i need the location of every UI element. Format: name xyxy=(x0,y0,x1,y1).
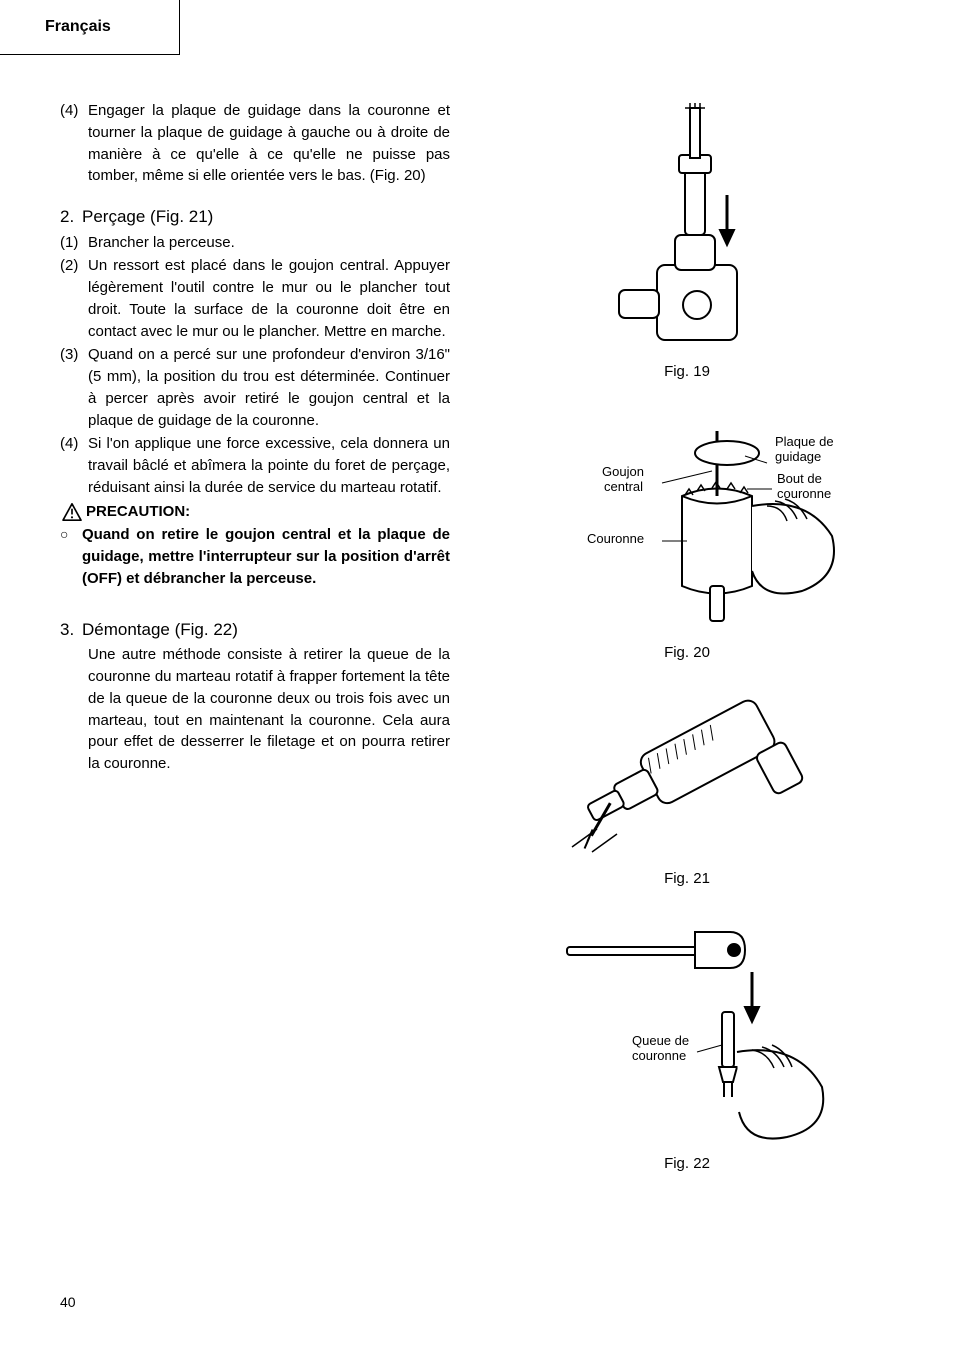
bullet-circle-icon: ○ xyxy=(60,524,82,589)
label-queue2: couronne xyxy=(632,1048,686,1063)
label-goujon: Goujon xyxy=(602,464,644,479)
item-text: Quand on a percé sur une profondeur d'en… xyxy=(88,344,450,431)
page-content: (4) Engager la plaque de guidage dans la… xyxy=(60,100,894,1175)
section-2-heading: 2. Perçage (Fig. 21) xyxy=(60,205,450,230)
label-queue: Queue de xyxy=(632,1033,689,1048)
item-number: (4) xyxy=(60,100,88,187)
figure-19-svg xyxy=(587,100,787,355)
warning-icon xyxy=(62,503,82,521)
item-text: Brancher la perceuse. xyxy=(88,232,450,254)
figure-21-svg xyxy=(557,692,817,862)
item-text: Si l'on applique une force excessive, ce… xyxy=(88,433,450,498)
section-3-body: Une autre méthode consiste à retirer la … xyxy=(60,644,450,775)
section-title: Perçage (Fig. 21) xyxy=(82,205,213,230)
precaution-text: Quand on retire le goujon central et la … xyxy=(82,524,450,589)
precaution-bullet: ○ Quand on retire le goujon central et l… xyxy=(60,524,450,589)
section-3-heading: 3. Démontage (Fig. 22) xyxy=(60,618,450,643)
list-item-4: (4) Engager la plaque de guidage dans la… xyxy=(60,100,450,187)
item-number: (2) xyxy=(60,255,88,342)
figure-column: Fig. 19 xyxy=(480,100,894,1175)
list-item-2-4: (4) Si l'on applique une force excessive… xyxy=(60,433,450,498)
figure-19: Fig. 19 xyxy=(587,100,787,411)
item-number: (3) xyxy=(60,344,88,431)
section-number: 3. xyxy=(60,618,82,643)
list-item-2-3: (3) Quand on a percé sur une profondeur … xyxy=(60,344,450,431)
item-number: (4) xyxy=(60,433,88,498)
item-text: Une autre méthode consiste à retirer la … xyxy=(88,644,450,775)
language-tab: Français xyxy=(0,0,180,55)
tab-label: Français xyxy=(45,15,111,38)
figure-21: Fig. 21 xyxy=(557,692,817,918)
figure-caption: Fig. 20 xyxy=(664,642,710,664)
figure-caption: Fig. 19 xyxy=(664,361,710,383)
section-number: 2. xyxy=(60,205,82,230)
text-column: (4) Engager la plaque de guidage dans la… xyxy=(60,100,450,1175)
item-text: Un ressort est placé dans le goujon cent… xyxy=(88,255,450,342)
list-item-2-2: (2) Un ressort est placé dans le goujon … xyxy=(60,255,450,342)
list-item-2-1: (1) Brancher la perceuse. xyxy=(60,232,450,254)
item-number: (1) xyxy=(60,232,88,254)
label-goujon2: central xyxy=(604,479,643,494)
item-number xyxy=(60,644,88,775)
precaution-label: PRECAUTION: xyxy=(86,501,190,523)
label-plaque2: guidage xyxy=(775,449,821,464)
figure-caption: Fig. 21 xyxy=(664,868,710,890)
label-couronne: Couronne xyxy=(587,531,644,546)
label-bout2: couronne xyxy=(777,486,831,501)
figure-caption: Fig. 22 xyxy=(664,1153,710,1175)
section-title: Démontage (Fig. 22) xyxy=(82,618,238,643)
label-plaque: Plaque de xyxy=(775,434,834,449)
label-bout: Bout de xyxy=(777,471,822,486)
page-number: 40 xyxy=(60,1292,76,1312)
figure-22-svg: Queue de couronne xyxy=(527,917,847,1147)
figure-22: Queue de couronne Fig. 22 xyxy=(527,917,847,1175)
precaution-heading: PRECAUTION: xyxy=(60,501,450,523)
item-text: Engager la plaque de guidage dans la cou… xyxy=(88,100,450,187)
figure-20: Goujon central Couronne Plaque de guidag… xyxy=(517,411,857,692)
figure-20-svg: Goujon central Couronne Plaque de guidag… xyxy=(517,411,857,636)
